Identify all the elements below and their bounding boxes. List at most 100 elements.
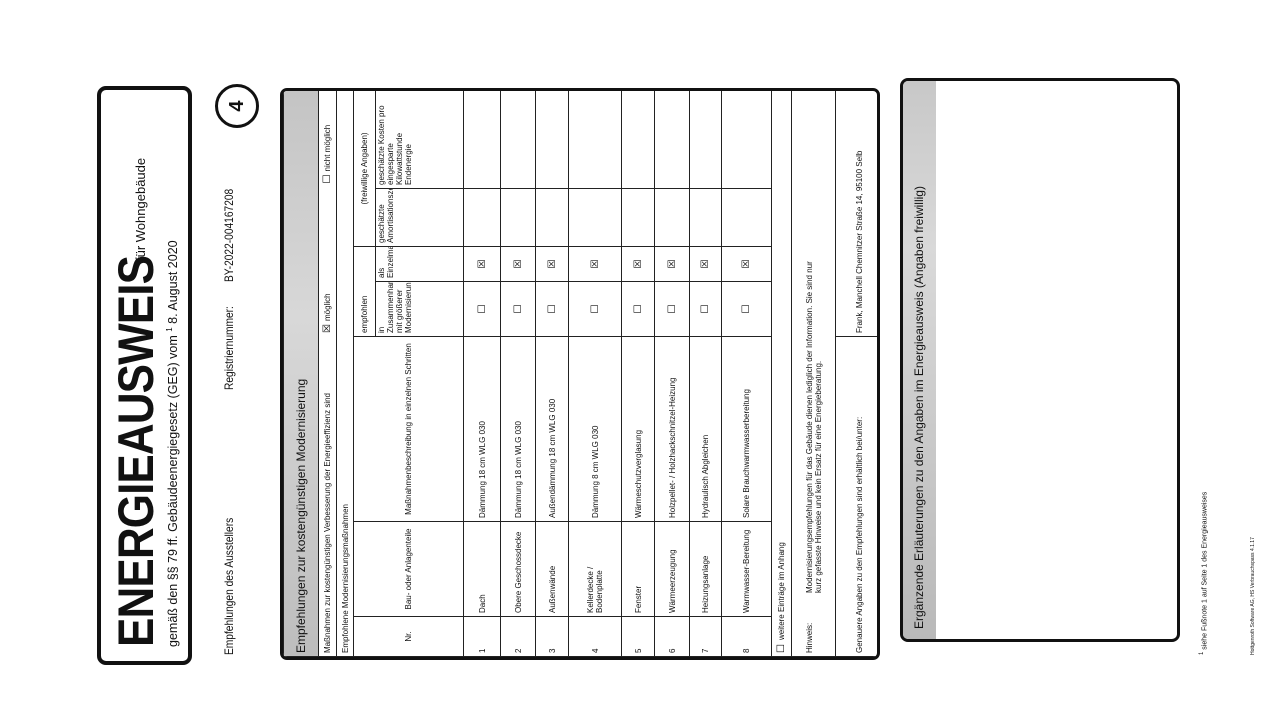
row-measure: Außendämmung 18 cm WLG 030	[535, 336, 569, 522]
row-single: ☒	[654, 246, 690, 282]
row-part: Kellerdecke / Bodenplatte	[568, 521, 622, 617]
table-row: ☐ weitere Einträge im Anhang	[771, 90, 792, 657]
row-single: ☒	[500, 246, 536, 282]
recommendation-table: Empfehlungen zur kostengünstigen Moderni…	[283, 90, 880, 657]
table-row: 1 Dach Dämmung 18 cm WLG 030 ☐ ☒	[463, 90, 501, 657]
row-combined: ☐	[689, 281, 722, 337]
row-cost	[721, 90, 772, 189]
row-measure: Holzpellet- / Holzhackschnitzel-Heizung	[654, 336, 690, 522]
row-payback	[621, 188, 655, 247]
possible-row: Maßnahmen zur kostengünstigen Verbesseru…	[318, 90, 337, 657]
row-combined: ☐	[721, 281, 772, 337]
row-part: Warmwasser-Bereitung	[721, 521, 772, 617]
row-nr: 3	[535, 616, 569, 657]
note-wrap: Hinweis: Modernisierungsempfehlungen für …	[805, 94, 823, 653]
notes-title: Ergänzende Erläuterungen zu den Angaben …	[903, 81, 936, 639]
row-payback	[689, 188, 722, 247]
row-combined: ☐	[654, 281, 690, 337]
page-number: 4	[215, 84, 259, 128]
row-single: ☒	[535, 246, 569, 282]
row-payback	[500, 188, 536, 247]
row-combined: ☐	[621, 281, 655, 337]
row-nr: 4	[568, 616, 622, 657]
row-nr: 8	[721, 616, 772, 657]
date: 8. August 2020	[166, 240, 181, 324]
col-part: Bau- oder Anlagenteile	[353, 521, 464, 617]
law: gemäß den §§ 79 ff. Gebäudeenergiegesetz…	[166, 335, 181, 647]
footnote-mark: 1	[1199, 651, 1205, 655]
table-row: Empfehlungen zur kostengünstigen Moderni…	[283, 90, 319, 657]
row-measure: Wärmeschutzverglasung	[621, 336, 655, 522]
row-part: Heizungsanlage	[689, 521, 722, 617]
subtitle: für Wohngebäude	[133, 157, 148, 261]
row-combined: ☐	[500, 281, 536, 337]
row-measure: Dämmung 18 cm WLG 030	[500, 336, 536, 522]
more-box: ☐	[776, 644, 787, 653]
registration-label: Registriernummer:	[222, 306, 236, 390]
row-cost	[654, 90, 690, 189]
possible-label: möglich	[323, 293, 332, 322]
row-measure: Solare Brauchwarmwasserbereitung	[721, 336, 772, 522]
row-payback	[721, 188, 772, 247]
row-payback	[535, 188, 569, 247]
row-cost	[535, 90, 569, 189]
law-line: gemäß den §§ 79 ff. Gebäudeenergiegesetz…	[165, 240, 180, 647]
col-optional: (freiwillige Angaben)	[353, 90, 376, 247]
row-payback	[654, 188, 690, 247]
row-cost	[568, 90, 622, 189]
col-recommended: empfohlen	[353, 246, 376, 337]
table-row: Genauere Angaben zu den Empfehlungen sin…	[835, 90, 880, 657]
row-payback	[463, 188, 501, 247]
notes-box: Ergänzende Erläuterungen zu den Angaben …	[900, 78, 1180, 642]
note: Hinweis: Modernisierungsempfehlungen für …	[791, 90, 836, 657]
contact-text: Frank, Manchell Chemnitzer Straße 14, 95…	[835, 90, 880, 337]
note-text: Modernisierungsempfehlungen für das Gebä…	[804, 261, 823, 593]
software-credit: Hottgenroth Software AG, HS Verbrauchspa…	[1250, 537, 1256, 655]
not-possible-label: nicht möglich	[323, 124, 332, 172]
table-row: 4 Kellerdecke / Bodenplatte Dämmung 8 cm W…	[568, 90, 622, 657]
table-row: 5 Fenster Wärmeschutzverglasung ☐ ☒	[621, 90, 655, 657]
row-combined: ☐	[535, 281, 569, 337]
possible-text: Maßnahmen zur kostengünstigen Verbesseru…	[323, 392, 332, 653]
row-nr: 5	[621, 616, 655, 657]
row-nr: 1	[463, 616, 501, 657]
col-measure: Maßnahmenbeschreibung in einzelnen Schri…	[353, 336, 464, 522]
more-label: weitere Einträge im Anhang	[777, 542, 786, 641]
row-payback	[568, 188, 622, 247]
row-single: ☒	[621, 246, 655, 282]
row-part: Fenster	[621, 521, 655, 617]
note-label: Hinweis:	[804, 622, 814, 653]
table-row: Maßnahmen zur kostengünstigen Verbesseru…	[318, 90, 337, 657]
row-single: ☒	[463, 246, 501, 282]
row-measure: Hydraulisch Abgleichen	[689, 336, 722, 522]
row-cost	[500, 90, 536, 189]
footnote-text: siehe Fußnote 1 auf Seite 1 des Energiea…	[1201, 491, 1209, 650]
more-entries: ☐ weitere Einträge im Anhang	[771, 90, 792, 657]
title: ENERGIEAUSWEIS	[108, 255, 164, 647]
col-cost: geschätzte Kosten pro eingesparte Kilowa…	[375, 90, 464, 189]
col-combined: in Zusammenhang mit größerer Modernisier…	[375, 281, 464, 337]
recommended-label: Empfohlene Modernisierungsmaßnahmen	[336, 90, 354, 657]
row-combined: ☐	[568, 281, 622, 337]
not-possible-box: ☐	[322, 174, 333, 184]
footnote: 1 siehe Fußnote 1 auf Seite 1 des Energi…	[1199, 492, 1208, 655]
table-row: Empfohlene Modernisierungsmaßnahmen	[336, 90, 354, 657]
footnote-mark: 1	[165, 327, 174, 332]
row-combined: ☐	[463, 281, 501, 337]
row-cost	[689, 90, 722, 189]
row-measure: Dämmung 18 cm WLG 030	[463, 336, 501, 522]
table-row: Nr. Bau- oder Anlagenteile Maßnahmenbeschr…	[353, 90, 464, 657]
table-row: 2 Obere Geschossdecke Dämmung 18 cm WLG 03…	[500, 90, 536, 657]
possible-box: ☒	[322, 324, 333, 333]
row-nr: 6	[654, 616, 690, 657]
row-nr: 7	[689, 616, 722, 657]
table-row: 3 Außenwände Außendämmung 18 cm WLG 030 ☐ ☒	[535, 90, 569, 657]
table-row: 8 Warmwasser-Bereitung Solare Brauchwarmwa…	[721, 90, 772, 657]
registration-number: BY-2022-004167208	[222, 188, 236, 282]
row-nr: 2	[500, 616, 536, 657]
section-title: Empfehlungen des Ausstellers	[222, 517, 236, 655]
row-single: ☒	[568, 246, 622, 282]
title-box: ENERGIEAUSWEIS für Wohngebäude gemäß den…	[97, 86, 192, 665]
